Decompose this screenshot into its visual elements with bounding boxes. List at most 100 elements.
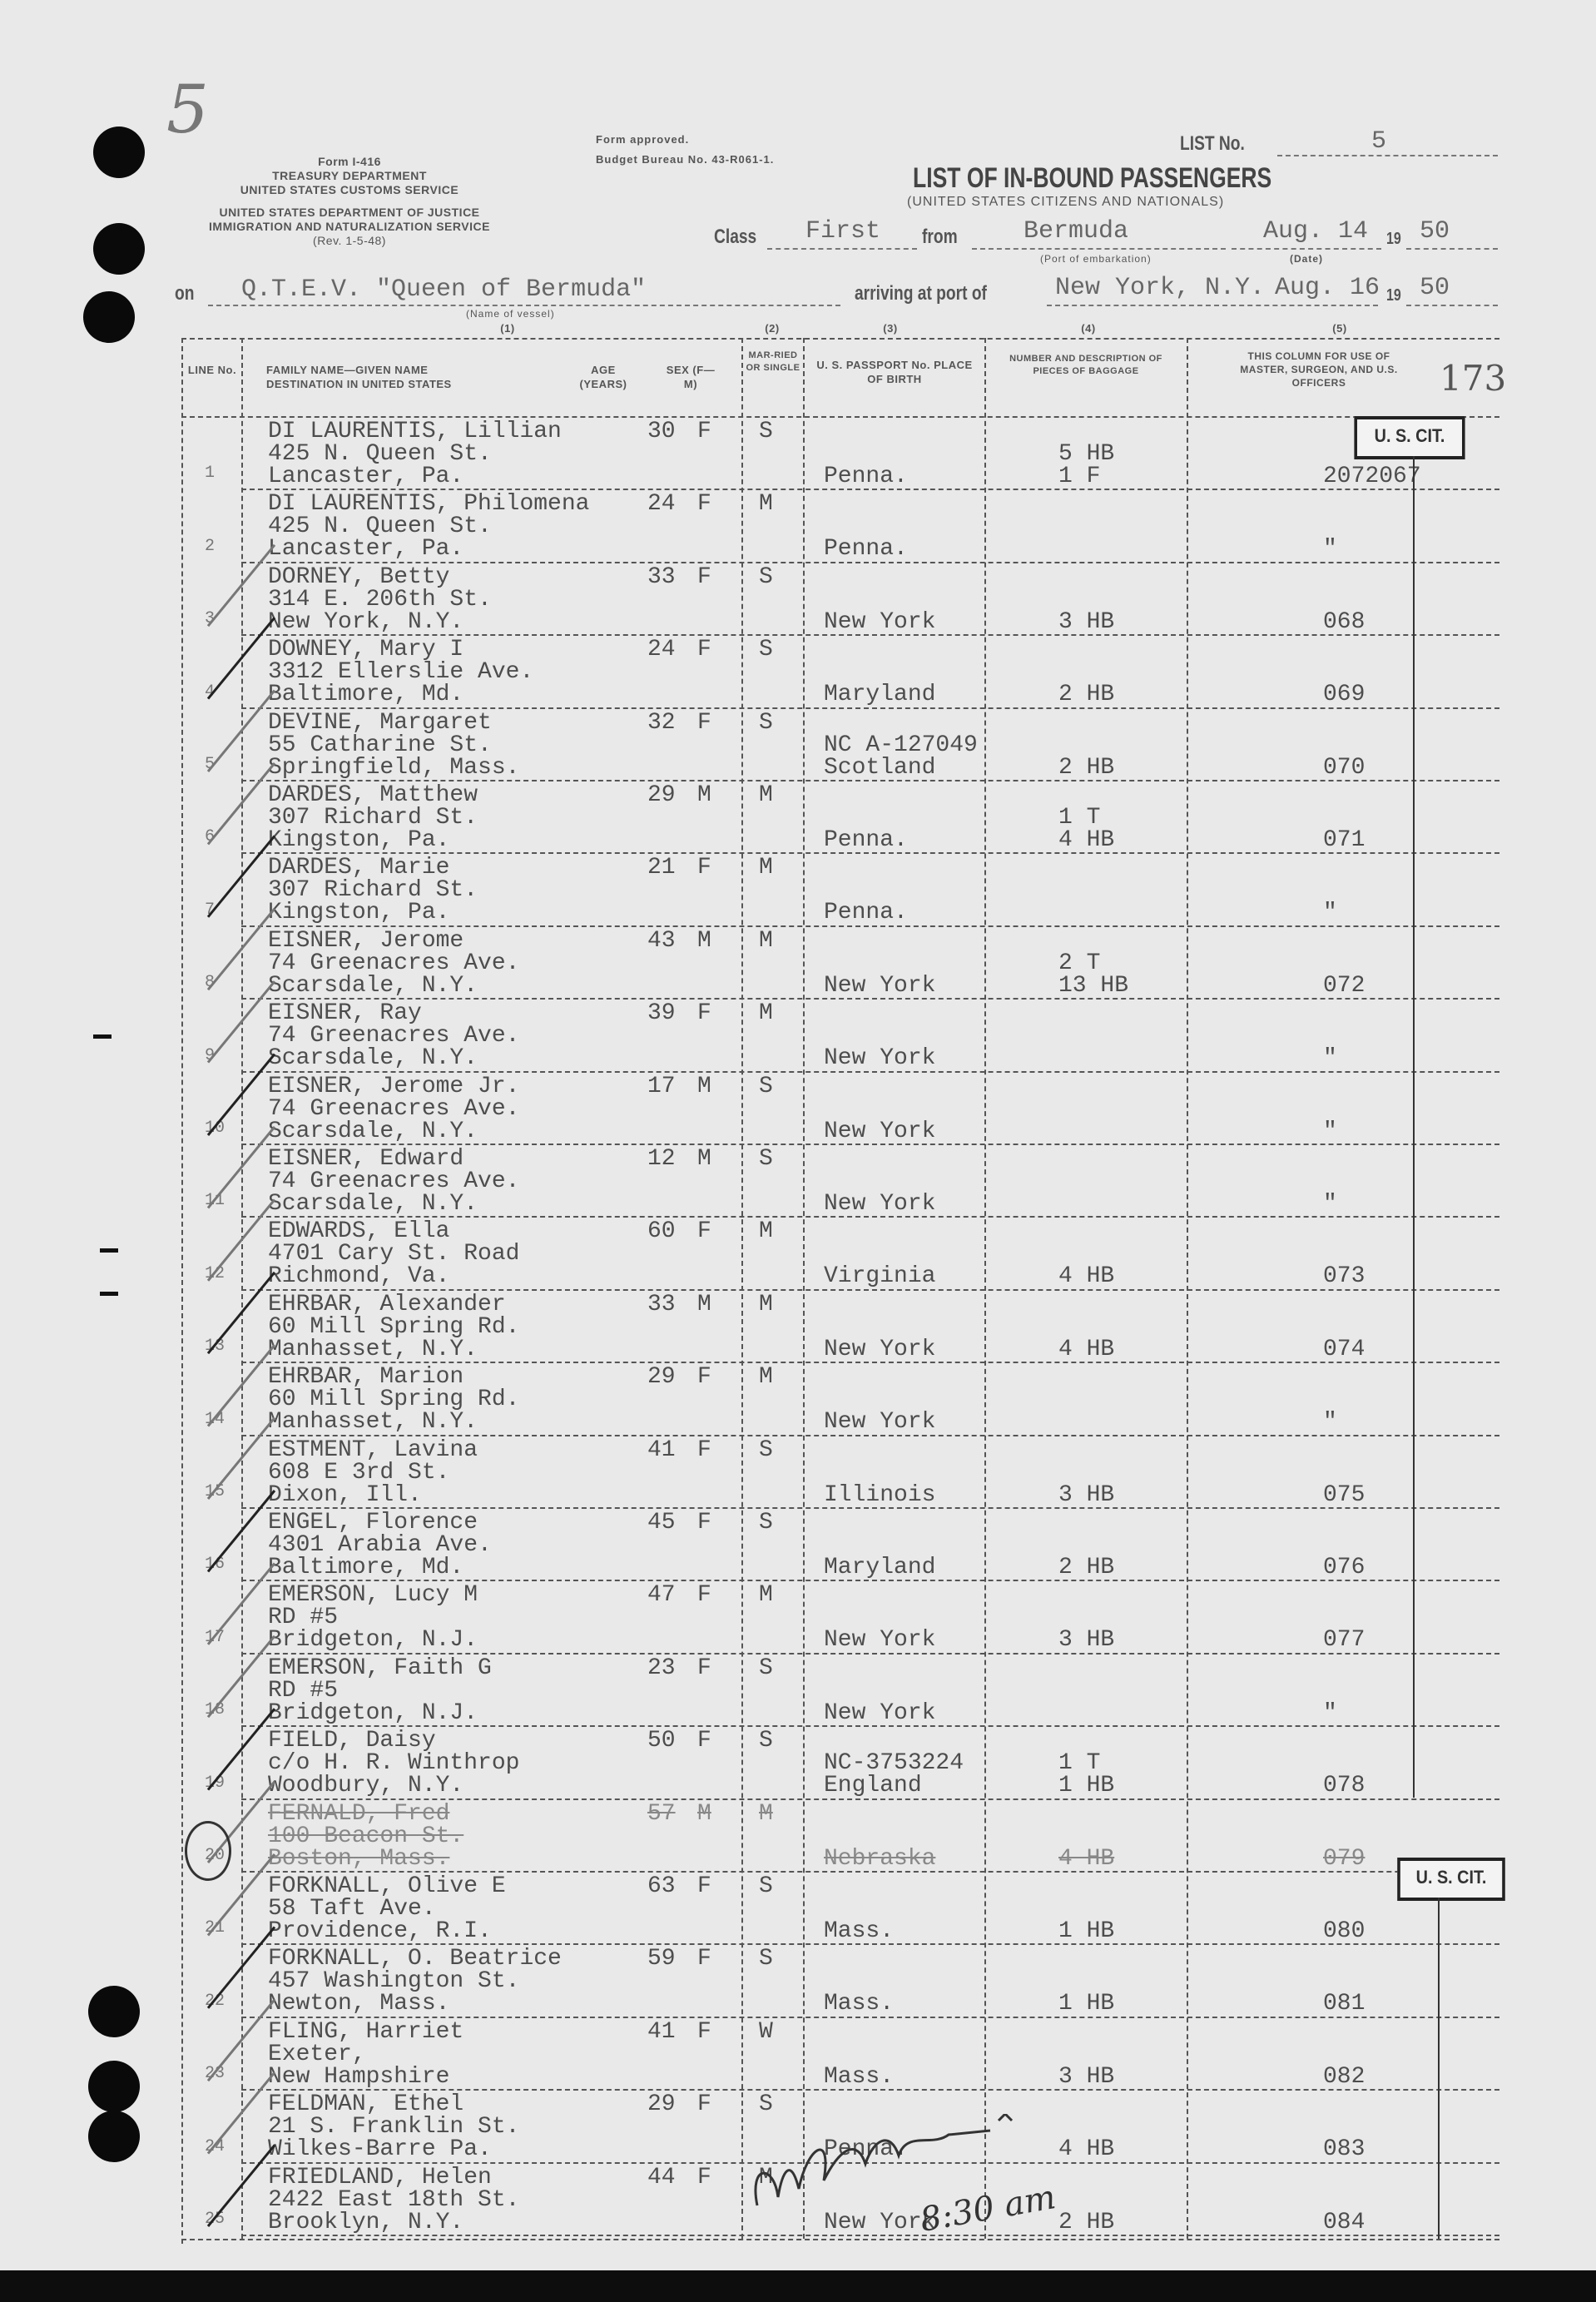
officer-number: 074	[1323, 1336, 1366, 1362]
date-caption: (Date)	[1290, 253, 1324, 265]
age: 23	[647, 1655, 676, 1681]
officer-number: 073	[1323, 1263, 1366, 1290]
place-of-birth: Penna.	[824, 464, 908, 489]
us-citizen-stamp: U. S. CIT.	[1354, 416, 1465, 459]
passenger-name: EHRBAR, Alexander	[268, 1291, 506, 1317]
binder-hole	[88, 2061, 140, 2112]
sex: M	[697, 782, 711, 808]
baggage: 4 HB	[1058, 1845, 1115, 1872]
checkmark-icon	[206, 1416, 276, 1500]
sex: F	[697, 2091, 711, 2118]
col-num: (3)	[883, 322, 898, 335]
arrival-port: New York, N.Y.	[1055, 274, 1266, 302]
place-of-birth: Nebraska	[824, 1845, 936, 1872]
bracket-line	[1413, 456, 1415, 1798]
place-of-birth: New York	[824, 1627, 936, 1654]
marital-status: S	[759, 1436, 773, 1463]
age: 32	[647, 709, 676, 736]
sex: F	[697, 1655, 711, 1681]
address-city: Lancaster, Pa.	[268, 536, 464, 563]
passenger-name: EMERSON, Lucy M	[268, 1582, 478, 1609]
age: 21	[647, 855, 676, 881]
marital-status: M	[759, 1291, 773, 1317]
col-header-baggage: NUMBER AND DESCRIPTION OF PIECES OF BAGG…	[1009, 354, 1162, 376]
address-line: 55 Catharine St.	[268, 732, 492, 758]
table-row	[241, 1725, 1499, 1728]
binder-hole	[88, 1986, 140, 2037]
checkmark-icon	[206, 543, 276, 628]
marital-status: S	[759, 1655, 773, 1681]
arrival-date: Aug. 16	[1275, 274, 1380, 302]
sex: F	[697, 1510, 711, 1535]
on-label: on	[175, 282, 195, 305]
revision: (Rev. 1-5-48)	[313, 234, 386, 247]
passenger-name: EHRBAR, Marion	[268, 1364, 464, 1391]
col-header-age: AGE (YEARS)	[579, 364, 627, 390]
service: UNITED STATES CUSTOMS SERVICE	[240, 183, 459, 196]
destination-header: DESTINATION IN UNITED STATES	[266, 378, 452, 390]
address-line: 307 Richard St.	[268, 805, 478, 831]
col-header-officers: THIS COLUMN FOR USE OF MASTER, SURGEON, …	[1240, 350, 1398, 389]
address-city: Dixon, Ill.	[268, 1481, 422, 1508]
place-of-birth: New York	[824, 972, 936, 999]
address-city: Kingston, Pa.	[268, 827, 450, 853]
passenger-name: FLING, Harriet	[268, 2018, 464, 2045]
baggage: 2 HB	[1058, 754, 1115, 781]
sex: M	[697, 1291, 711, 1317]
marital-status: S	[759, 1946, 773, 1972]
address-city: Providence, R.I.	[268, 1918, 492, 1944]
place-of-birth: New York	[824, 2209, 936, 2235]
marital-status: M	[759, 1000, 773, 1027]
address-city: Scarsdale, N.Y.	[268, 1045, 478, 1072]
marital-status: S	[759, 1146, 773, 1172]
address-line: 21 S. Franklin St.	[268, 2114, 520, 2141]
marital-status: M	[759, 1364, 773, 1391]
address-city: Woodbury, N.Y.	[268, 1773, 464, 1799]
table-row	[241, 1144, 1499, 1145]
form-approved: Form approved.	[596, 133, 690, 146]
table-row	[241, 998, 1499, 1000]
us-citizen-stamp: U. S. CIT.	[1397, 1858, 1505, 1901]
marital-status: S	[759, 419, 773, 444]
officer-number: 080	[1323, 1918, 1366, 1944]
place-of-birth: New York	[824, 1045, 936, 1072]
age: 41	[647, 1436, 676, 1463]
age: 59	[647, 1946, 676, 1972]
checkmark-icon	[206, 1853, 276, 1937]
marital-status: S	[759, 563, 773, 590]
age: 29	[647, 1364, 676, 1391]
table-row	[241, 1070, 1499, 1073]
table-row	[241, 1362, 1499, 1364]
sex: F	[697, 1946, 711, 1972]
officer-number: 076	[1323, 1555, 1366, 1580]
edge-mark	[100, 1292, 118, 1296]
place-of-birth: Mass.	[824, 1918, 895, 1944]
address-city: Boston, Mass.	[268, 1845, 450, 1872]
table-row	[241, 2016, 1499, 2018]
marital-status: S	[759, 1510, 773, 1535]
address-line: RD #5	[268, 1605, 339, 1631]
signature-icon	[754, 2114, 1014, 2206]
address-line: 4301 Arabia Ave.	[268, 1532, 492, 1558]
col-header-married: MAR-RIED OR SINGLE	[746, 350, 800, 373]
address-city: Manhasset, N.Y.	[268, 1336, 478, 1362]
table-row	[241, 1652, 1499, 1655]
baggage: 3 HB	[1058, 1627, 1115, 1654]
passenger-name: FIELD, Daisy	[268, 1728, 436, 1754]
sex: M	[697, 1800, 711, 1827]
place-of-birth: Mass.	[824, 2063, 895, 2090]
marital-status: M	[759, 855, 773, 881]
officer-number: "	[1323, 1409, 1337, 1436]
age: 17	[647, 1073, 676, 1099]
passenger-name: DI LAURENTIS, Philomena	[268, 491, 590, 518]
passenger-name: DI LAURENTIS, Lillian	[268, 419, 562, 444]
checkmark-icon	[206, 617, 276, 700]
place-of-birth: Penna.	[824, 900, 908, 926]
age: 50	[647, 1728, 676, 1754]
line-number: 8	[205, 973, 216, 993]
port-caption: (Port of embarkation)	[1040, 253, 1152, 265]
passenger-name: EISNER, Edward	[268, 1146, 464, 1172]
marital-status: M	[759, 1800, 773, 1827]
sex: F	[697, 491, 711, 518]
